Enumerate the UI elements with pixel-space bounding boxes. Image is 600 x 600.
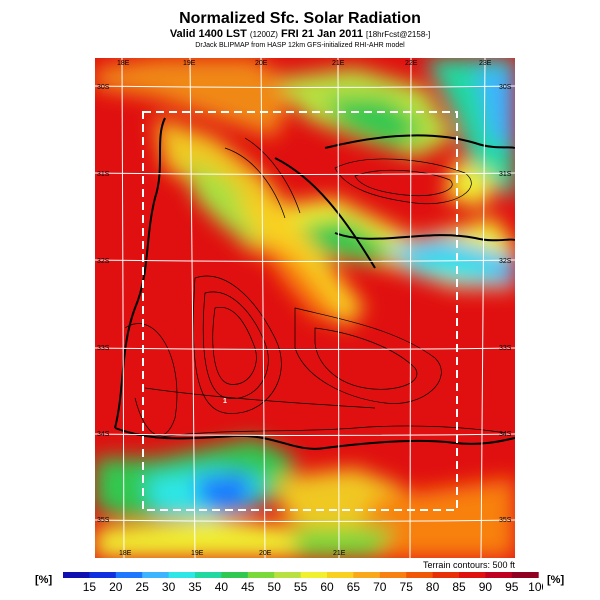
colorbar-swatch — [274, 572, 302, 578]
forecast-tag: [18hrFcst@2158-] — [366, 30, 431, 39]
colorbar-tick-label: 90 — [479, 580, 493, 594]
colorbar-swatch — [115, 572, 143, 578]
colorbar-swatch — [379, 572, 407, 578]
lon-label: 21E — [332, 60, 345, 67]
valid-date: FRI 21 Jan 2011 — [281, 28, 363, 40]
colorbar-swatch — [353, 572, 381, 578]
colorbar-swatch — [511, 572, 539, 578]
colorbar-tick-label: 95 — [505, 580, 519, 594]
lat-label: 34S — [97, 431, 110, 438]
colorbar-swatch — [327, 572, 354, 578]
colorbar-tick-label: 15 — [83, 580, 97, 594]
lon-label: 22E — [405, 60, 418, 67]
lon-label: 20E — [255, 60, 268, 67]
colorbar-tick-label: 20 — [109, 580, 123, 594]
site-marker: 1 — [223, 398, 227, 405]
lat-label: 33S — [499, 345, 512, 352]
colorbar-unit-right: [%] — [547, 574, 565, 586]
colorbar-swatch — [247, 572, 275, 578]
lat-label: 35S — [499, 517, 512, 524]
colorbar-swatch — [168, 572, 196, 578]
colorbar-ticks: 15 20 25 30 35 40 45 50 55 60 65 70 75 80 85 90 95 100 — [83, 580, 543, 594]
colorbar-tick-label: 100 — [528, 580, 543, 594]
lat-label: 31S — [97, 171, 110, 178]
lon-label: 20E — [259, 550, 272, 557]
colorbar-tick-label: 30 — [162, 580, 176, 594]
colorbar-tick-label: 60 — [320, 580, 334, 594]
lat-label: 30S — [97, 84, 110, 91]
colorbar-swatch — [142, 572, 170, 578]
solar-radiation-map: 18E 19E 20E 21E 22E 23E 18E 19E 20E 21E … — [95, 58, 515, 558]
lat-label: 35S — [97, 517, 110, 524]
colorbar-swatch — [221, 572, 249, 578]
lat-label: 32S — [97, 258, 110, 265]
colorbar-tick-label: 80 — [426, 580, 440, 594]
right-lat-labels: 30S 31S 32S 33S 34S 35S — [499, 84, 512, 524]
bottom-lon-labels: 18E 19E 20E 21E — [119, 550, 346, 557]
radiation-field — [95, 58, 515, 558]
terrain-note: Terrain contours: 500 ft — [422, 560, 515, 570]
colorbar-tick-label: 75 — [400, 580, 414, 594]
valid-time: Valid 1400 LST — [169, 28, 247, 40]
lat-label: 30S — [499, 84, 512, 91]
colorbar: 15 20 25 30 35 40 45 50 55 60 65 70 75 80 85 90 95 100 — [63, 572, 543, 594]
colorbar-swatch — [406, 572, 434, 578]
lon-label: 18E — [119, 550, 132, 557]
left-lat-labels: 30S 31S 32S 33S 34S 35S — [97, 84, 110, 524]
colorbar-tick-label: 70 — [373, 580, 387, 594]
colorbar-tick-label: 45 — [241, 580, 255, 594]
inner-domain-box — [142, 111, 458, 511]
lon-label: 19E — [183, 60, 196, 67]
colorbar-tick-label: 40 — [215, 580, 229, 594]
credit-line: DrJack BLIPMAP from HASP 12km GFS-initia… — [195, 42, 405, 49]
colorbar-unit-left: [%] — [35, 574, 53, 586]
terrain-contours — [124, 137, 506, 439]
colorbar-swatch — [195, 572, 222, 578]
colorbar-tick-label: 85 — [452, 580, 466, 594]
colorbar-tick-label: 65 — [347, 580, 361, 594]
colorbar-swatch — [63, 572, 90, 578]
valid-utc: (1200Z) — [249, 30, 278, 39]
colorbar-swatch — [300, 572, 328, 578]
lat-label: 32S — [499, 258, 512, 265]
lon-label: 23E — [479, 60, 492, 67]
lat-label: 31S — [499, 171, 512, 178]
lon-label: 18E — [117, 60, 130, 67]
colorbar-swatch — [89, 572, 117, 578]
lat-lon-grid — [95, 58, 515, 558]
colorbar-swatch — [485, 572, 513, 578]
lon-label: 21E — [333, 550, 346, 557]
colorbar-tick-label: 55 — [294, 580, 308, 594]
lat-label: 34S — [499, 431, 512, 438]
colorbar-swatches — [63, 572, 539, 578]
colorbar-tick-label: 35 — [188, 580, 202, 594]
chart-title: Normalized Sfc. Solar Radiation — [179, 10, 421, 27]
lat-label: 33S — [97, 345, 110, 352]
colorbar-swatch — [459, 572, 486, 578]
top-lon-labels: 18E 19E 20E 21E 22E 23E — [117, 60, 492, 67]
colorbar-tick-label: 25 — [136, 580, 150, 594]
valid-line: Valid 1400 LST (1200Z) FRI 21 Jan 2011 [… — [0, 28, 600, 40]
colorbar-tick-label: 50 — [268, 580, 282, 594]
colorbar-swatch — [432, 572, 460, 578]
lon-label: 19E — [191, 550, 204, 557]
